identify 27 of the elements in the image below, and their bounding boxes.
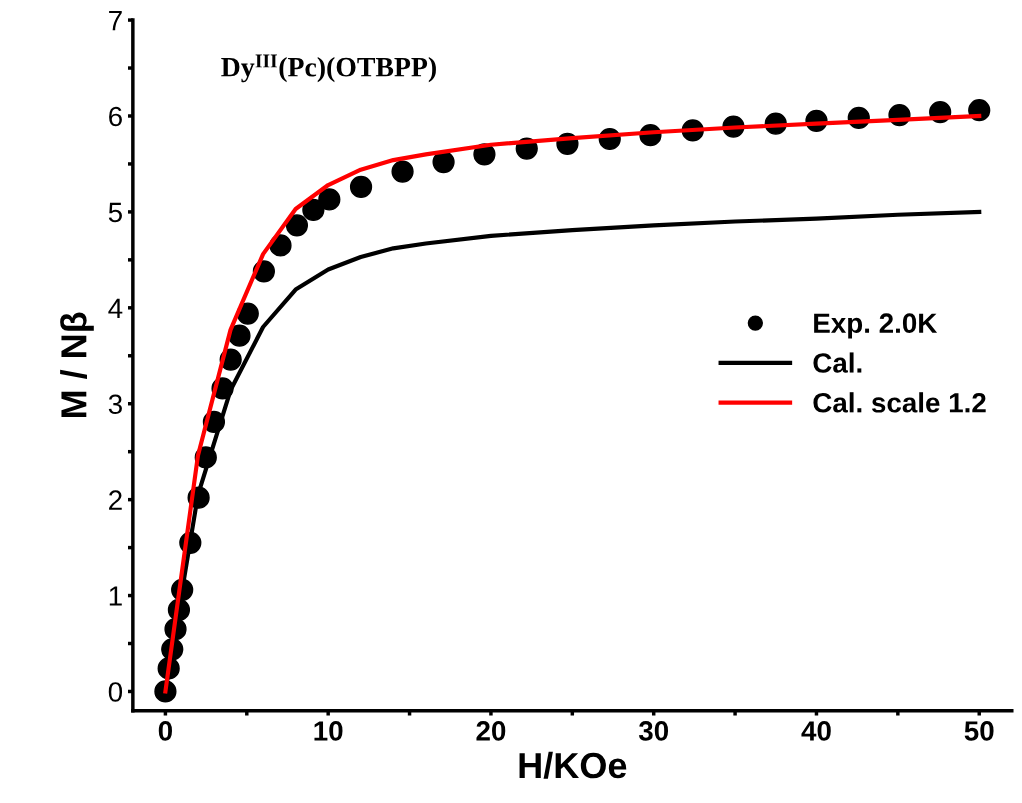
point (318, 188, 341, 211)
point (349, 175, 373, 199)
y-tick-label: 3 (108, 394, 122, 415)
y-tick-label: 4 (108, 298, 123, 318)
y-tick-label: 2 (109, 490, 122, 510)
legend-label: Exp. 2.0K (814, 313, 938, 339)
x-tick-label: 30 (638, 721, 669, 741)
y-tick-label: 7 (109, 11, 122, 31)
x-tick-label: 0 (158, 721, 172, 741)
point (285, 214, 309, 237)
x-tick-label: 40 (801, 721, 831, 741)
y-tick-label: 1 (109, 586, 122, 606)
y-axis-title: M / Nβ (60, 312, 94, 418)
y-tick-label: 6 (109, 106, 122, 127)
x-tick-label: 10 (314, 721, 343, 741)
legend-label: Cal. (813, 352, 862, 373)
x-axis-title: H/KOe (519, 751, 627, 779)
y-tick-label: 0 (108, 682, 123, 702)
point (228, 324, 251, 347)
legend-label: Cal. scale 1.2 (813, 392, 986, 413)
point (432, 150, 455, 174)
point (391, 160, 414, 183)
x-tick-label: 50 (964, 721, 994, 741)
annotation: Dy$^{III}$(Pc)(OTBPP) (221, 54, 436, 83)
x-tick-label: 20 (476, 721, 506, 741)
point (302, 198, 325, 222)
y-tick-label: 5 (108, 202, 122, 223)
